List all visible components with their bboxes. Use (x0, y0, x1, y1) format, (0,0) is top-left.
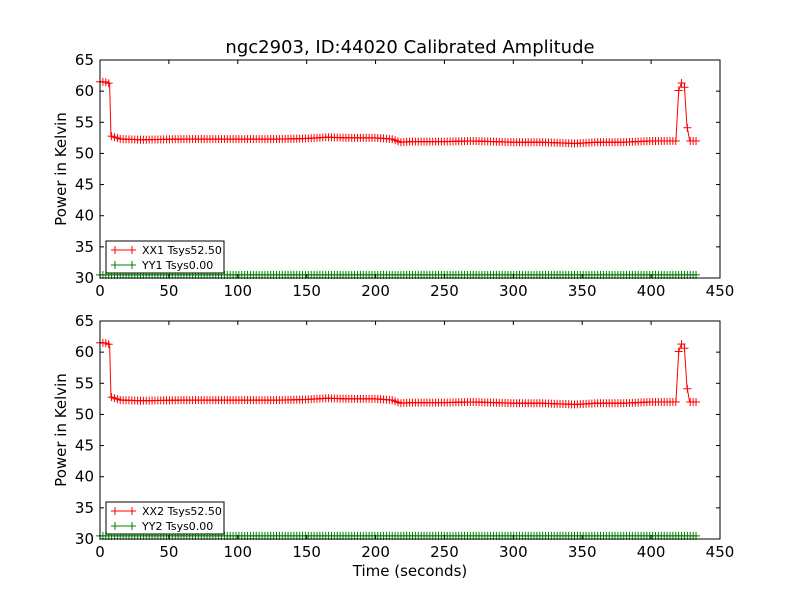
data-point-0 (683, 384, 692, 393)
x-tick-label: 400 (637, 282, 666, 300)
legend-marker (128, 522, 136, 530)
legend-swatch-markers (111, 522, 136, 530)
x-axis-bottom: 0 50 100 150 200 250 300 350 400 450 (95, 321, 734, 561)
legend-marker (128, 246, 136, 254)
legend-marker (111, 246, 119, 254)
legend-swatch-markers (111, 507, 136, 515)
data-point-0 (680, 83, 689, 92)
legend-box-top (105, 240, 225, 274)
y-tick-label: 35 (75, 499, 94, 517)
data-point-0 (671, 136, 680, 145)
x-tick-label: 150 (292, 282, 321, 300)
plot-panel-top: 0 50 100 150 200 250 300 350 400 450 30 35 40 45 50 55… (52, 51, 734, 300)
legend-label-yy2: YY2 Tsys0.00 (141, 520, 213, 533)
x-axis-top: 0 50 100 150 200 250 300 350 400 450 (95, 60, 734, 300)
legend-swatch-markers (111, 246, 136, 254)
legend-label-xx2: XX2 Tsys52.50 (142, 505, 222, 518)
legend-label-yy1: YY1 Tsys0.00 (141, 259, 213, 272)
data-point-0 (671, 397, 680, 406)
x-tick-label: 250 (430, 543, 459, 561)
x-tick-label: 300 (499, 543, 528, 561)
legend-item-xx2: XX2 Tsys52.50 (111, 505, 222, 518)
data-point-0 (692, 136, 701, 145)
legend-top: XX1 Tsys52.50 YY1 Tsys0.00 (105, 240, 225, 274)
x-tick-label: 350 (568, 543, 597, 561)
legend-bottom: XX2 Tsys52.50 YY2 Tsys0.00 (105, 501, 225, 535)
data-point-0 (674, 347, 683, 356)
legend-marker (111, 261, 119, 269)
legend-label-xx1: XX1 Tsys52.50 (142, 244, 222, 257)
x-tick-label: 100 (223, 543, 252, 561)
legend-marker (111, 507, 119, 515)
data-point-0 (674, 86, 683, 95)
y-tick-label: 60 (75, 343, 94, 361)
x-tick-label: 0 (95, 282, 105, 300)
legend-marker (128, 261, 136, 269)
data-point-0 (680, 344, 689, 353)
y-tick-label: 30 (75, 269, 94, 287)
legend-item-xx1: XX1 Tsys52.50 (111, 244, 222, 257)
plot-border-bottom (99, 320, 721, 540)
x-tick-label: 0 (95, 543, 105, 561)
x-tick-label: 250 (430, 282, 459, 300)
y-tick-label: 65 (75, 312, 94, 330)
y-axis-label-top: Power in Kelvin (52, 112, 70, 226)
data-point-0 (104, 340, 113, 349)
plot-panel-bottom: 0 50 100 150 200 250 300 350 400 450 30 35 40 45 50 55… (52, 312, 734, 580)
x-tick-label: 350 (568, 282, 597, 300)
data-point-0 (692, 397, 701, 406)
y-axis-bottom: 30 35 40 45 50 55 60 65 (75, 312, 720, 548)
y-tick-label: 55 (75, 113, 94, 131)
data-point-0 (683, 123, 692, 132)
x-axis-label-bottom: Time (seconds) (352, 562, 468, 580)
y-tick-label: 40 (75, 468, 94, 486)
legend-swatch-markers (111, 261, 136, 269)
y-tick-label: 30 (75, 530, 94, 548)
y-tick-label: 65 (75, 51, 94, 69)
x-tick-label: 100 (223, 282, 252, 300)
data-point-0 (104, 79, 113, 88)
y-tick-label: 35 (75, 238, 94, 256)
data-point-0 (677, 340, 686, 349)
plot-border-top (99, 59, 721, 279)
legend-marker (111, 522, 119, 530)
data-point-0 (677, 79, 686, 88)
y-axis-top: 30 35 40 45 50 55 60 65 (75, 51, 720, 287)
y-tick-label: 40 (75, 207, 94, 225)
x-tick-label: 450 (706, 282, 735, 300)
x-tick-label: 400 (637, 543, 666, 561)
y-tick-label: 60 (75, 82, 94, 100)
x-tick-label: 150 (292, 543, 321, 561)
legend-item-yy1: YY1 Tsys0.00 (111, 259, 213, 272)
y-axis-label-bottom: Power in Kelvin (52, 373, 70, 487)
x-tick-label: 200 (361, 282, 390, 300)
x-tick-label: 50 (159, 282, 178, 300)
legend-marker (128, 507, 136, 515)
y-tick-label: 55 (75, 374, 94, 392)
y-tick-label: 50 (75, 144, 94, 162)
legend-item-yy2: YY2 Tsys0.00 (111, 520, 213, 533)
x-tick-label: 50 (159, 543, 178, 561)
y-tick-label: 45 (75, 176, 94, 194)
x-tick-label: 450 (706, 543, 735, 561)
x-tick-label: 200 (361, 543, 390, 561)
x-tick-label: 300 (499, 282, 528, 300)
legend-box-bottom (105, 501, 225, 535)
y-tick-label: 45 (75, 437, 94, 455)
figure-title: ngc2903, ID:44020 Calibrated Amplitude (225, 37, 594, 58)
y-tick-label: 50 (75, 405, 94, 423)
